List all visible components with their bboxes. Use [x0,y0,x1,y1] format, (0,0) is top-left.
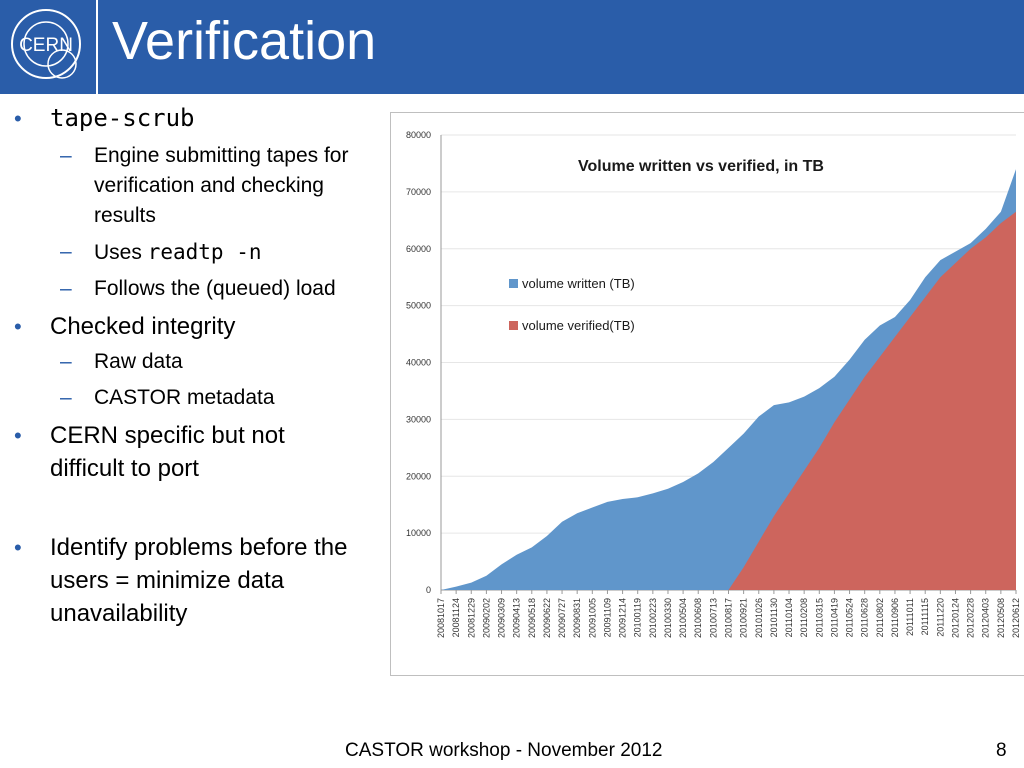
x-tick-label: 20120508 [996,598,1006,638]
sub-bullet-text: CASTOR metadata [94,386,275,409]
sub-bullet-dash: – [60,144,72,167]
y-tick-label: 50000 [406,301,431,311]
bullet-text: Checked integrity [50,313,236,340]
title-bar: CERN Verification [0,0,1024,94]
x-tick-label: 20090518 [527,598,537,638]
series-area-volume-verified [441,211,1016,590]
x-tick-label: 20120124 [950,598,960,638]
y-tick-label: 10000 [406,528,431,538]
y-tick-label: 40000 [406,358,431,368]
x-tick-label: 20090309 [497,598,507,638]
bullet-text: CERN specific but not difficult to port [50,422,285,482]
sub-bullet-dash: – [60,350,72,373]
x-tick-label: 20100330 [663,598,673,638]
legend-label: volume verified(TB) [522,318,635,333]
sub-bullet-engine: – Engine submitting tapes for verificati… [14,141,394,231]
slide-title: Verification [112,11,377,71]
sub-bullet-text: Uses [94,241,148,264]
legend-swatch [509,279,518,288]
y-tick-label: 60000 [406,244,431,254]
sub-bullet-castor-metadata: – CASTOR metadata [14,383,394,413]
x-tick-label: 20110419 [829,598,839,637]
x-tick-label: 20120403 [981,598,991,638]
bullet-dot: • [14,423,22,448]
chart-title: Volume written vs verified, in TB [578,158,824,175]
bullet-dot: • [14,535,22,560]
legend-label: volume written (TB) [522,276,635,291]
x-tick-label: 20090622 [542,598,552,638]
y-tick-label: 0 [426,585,431,595]
x-tick-label: 20091214 [618,598,628,638]
sub-bullet-dash: – [60,277,72,300]
x-tick-label: 20100817 [724,598,734,638]
bullet-text: tape-scrub [50,104,195,132]
sub-bullet-text: Engine submitting tapes for verification… [94,144,349,227]
x-tick-label: 20111011 [905,598,915,636]
x-tick-label: 20090202 [481,598,491,638]
x-tick-label: 20110906 [890,598,900,637]
x-tick-label: 20100223 [648,598,658,638]
x-tick-label: 20091109 [602,598,612,637]
bullet-tape-scrub: • tape-scrub [14,102,394,135]
logo-divider [96,0,98,94]
x-tick-label: 20110524 [845,598,855,637]
sub-bullet-dash: – [60,386,72,409]
bullet-dot: • [14,314,22,339]
x-tick-label: 20100608 [693,598,703,638]
bullet-text: Identify problems before the users = min… [50,534,348,627]
sub-bullet-follows: – Follows the (queued) load [14,274,394,304]
x-tick-label: 20111220 [935,598,945,637]
sub-bullet-dash: – [60,240,72,263]
legend-swatch [509,321,518,330]
x-tick-label: 20100921 [739,598,749,638]
chart-frame: 0 10000 20000 30000 40000 50000 60000 70000 8000… [390,112,1024,676]
sub-bullet-raw-data: – Raw data [14,347,394,377]
x-tick-label: 20110208 [799,598,809,637]
x-tick-label: 20081124 [451,598,461,637]
x-tick-label: 20110802 [875,598,885,637]
x-tick-label: 20110315 [814,598,824,637]
volume-chart: 0 10000 20000 30000 40000 50000 60000 70000 8000… [406,130,1021,638]
bullet-identify-problems: • Identify problems before the users = m… [14,531,394,630]
bullet-cern-specific: • CERN specific but not difficult to por… [14,419,394,485]
sub-bullet-text: Follows the (queued) load [94,277,336,300]
footer-text: CASTOR workshop - November 2012 [345,740,663,761]
x-tick-label: 20111115 [920,598,930,635]
bullet-checked-integrity: • Checked integrity [14,310,394,343]
cern-logo: CERN [0,0,96,94]
x-tick-label: 20090831 [572,598,582,638]
x-tick-label: 20090727 [557,598,567,638]
x-tick-label: 20100504 [678,598,688,638]
x-tick-label: 20100713 [708,598,718,638]
sub-bullet-uses: – Uses readtp -n [14,237,394,268]
x-tick-label: 20110104 [784,598,794,637]
page-number: 8 [996,740,1007,761]
cern-logo-text: CERN [19,35,73,56]
y-tick-label: 20000 [406,471,431,481]
y-tick-label: 30000 [406,414,431,424]
sub-bullet-code: readtp -n [147,240,262,264]
bullet-dot: • [14,106,22,131]
x-tick-label: 20120228 [966,598,976,638]
bullet-list: • tape-scrub – Engine submitting tapes f… [14,102,394,630]
x-tick-label: 20101026 [754,598,764,638]
x-tick-label: 20100119 [633,598,643,637]
y-tick-label: 70000 [406,187,431,197]
x-tick-label: 20101130 [769,598,779,637]
x-tick-label: 20081017 [436,598,446,638]
cern-logo-icon: CERN [11,9,81,79]
x-tick-label: 20091005 [587,598,597,638]
x-tick-label: 20081229 [466,598,476,638]
x-tick-label: 20120612 [1011,598,1021,638]
x-tick-label: 20090413 [512,598,522,638]
sub-bullet-text: Raw data [94,350,183,373]
x-tick-label: 20110628 [860,598,870,637]
y-tick-label: 80000 [406,130,431,140]
